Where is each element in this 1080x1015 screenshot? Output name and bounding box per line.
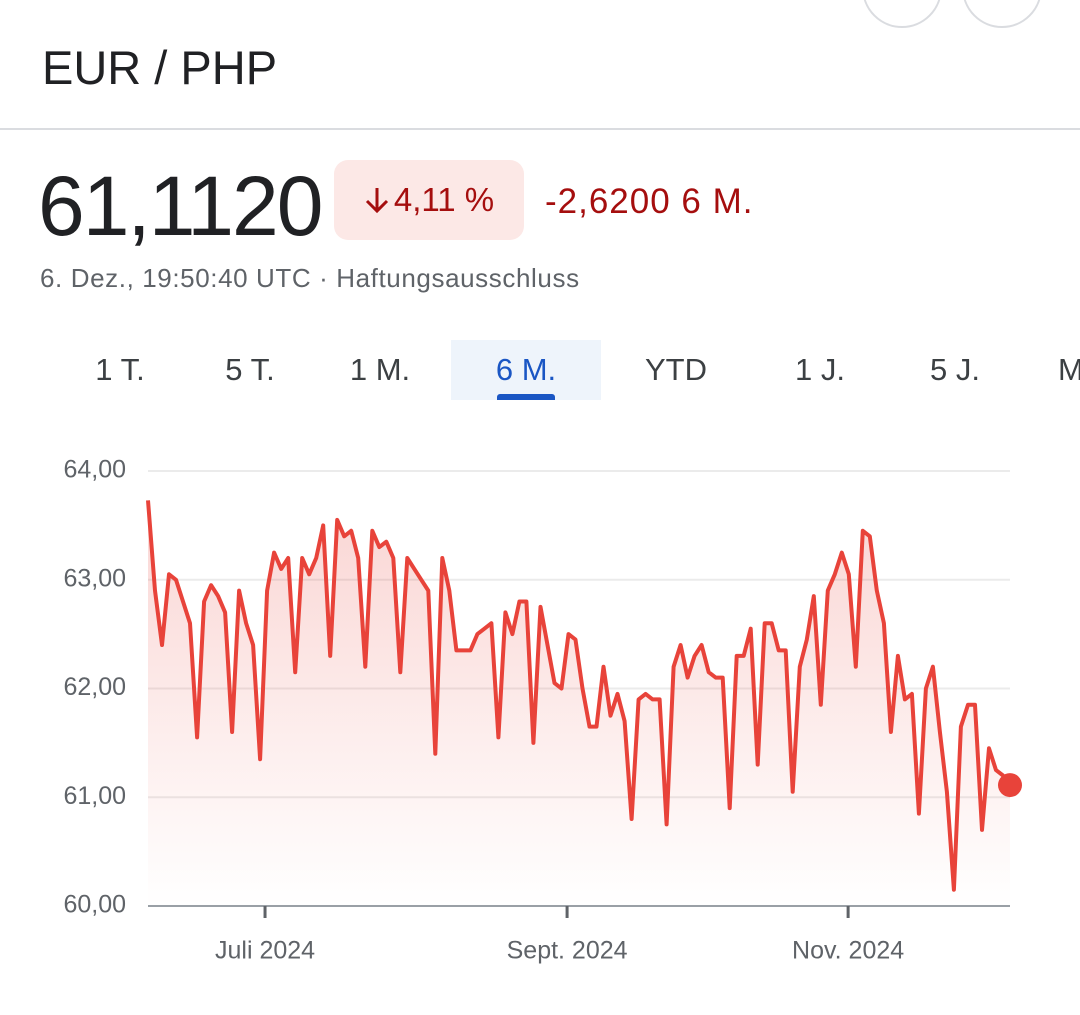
change-percent: 4,11 %: [393, 181, 495, 218]
range-tab[interactable]: 1 T.: [95, 352, 145, 387]
y-tick-label: 63,00: [63, 564, 126, 592]
range-tab[interactable]: 6 M.: [451, 340, 601, 400]
last-point: [998, 773, 1022, 798]
range-tab[interactable]: 1 J.: [795, 352, 845, 387]
area: [148, 500, 1010, 906]
change-badge: 4,11 %: [334, 160, 524, 240]
x-tick-label: Nov. 2024: [792, 937, 904, 965]
y-tick-label: 62,00: [63, 673, 126, 701]
quote-meta: 6. Dez., 19:50:40 UTC · Haftungsausschlu…: [40, 263, 580, 294]
follow-button[interactable]: [962, 0, 1042, 28]
y-tick-label: 64,00: [63, 456, 126, 484]
change-value: -2,6200 6 M.: [545, 182, 754, 221]
y-tick-label: 60,00: [63, 891, 126, 919]
range-tab[interactable]: YTD: [645, 352, 707, 387]
timestamp: 6. Dez., 19:50:40 UTC: [40, 263, 312, 293]
range-tab[interactable]: 5 J.: [930, 352, 980, 387]
pair-title: EUR / PHP: [42, 41, 278, 94]
disclaimer[interactable]: Haftungsausschluss: [336, 263, 580, 293]
range-tab[interactable]: 1 M.: [349, 352, 411, 387]
chart: 60,00 61,00 62,00 63,00 64,00 Juli 2024 Sept. …: [63, 456, 1022, 965]
range-tab[interactable]: M: [1058, 352, 1080, 387]
divider: [0, 128, 1080, 130]
range-tab[interactable]: 5 T.: [225, 352, 275, 387]
separator: ·: [319, 263, 329, 293]
x-tick-label: Sept. 2024: [507, 937, 628, 965]
share-button[interactable]: [862, 0, 942, 28]
price: 61,1120: [38, 159, 323, 253]
y-tick-label: 61,00: [63, 782, 126, 810]
price-line: [146, 500, 1012, 892]
down-arrow: [365, 188, 388, 214]
x-tick-label: Juli 2024: [215, 937, 315, 965]
